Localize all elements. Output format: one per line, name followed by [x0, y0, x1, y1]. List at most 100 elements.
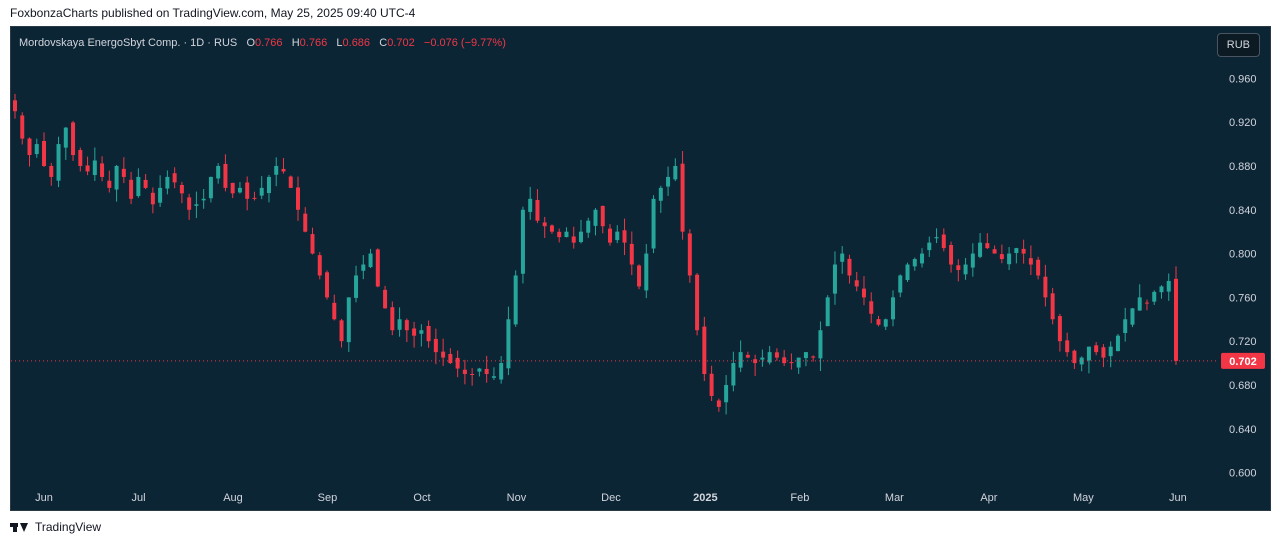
y-tick-label: 0.640 — [1229, 424, 1257, 436]
candle-body — [658, 187, 663, 201]
candle-body — [1072, 350, 1077, 364]
tradingview-logo[interactable]: TradingView — [10, 520, 101, 534]
candle-body — [303, 213, 308, 232]
candle-body — [745, 354, 750, 358]
last-price-label: 0.702 — [1229, 356, 1257, 368]
candle-body — [121, 168, 126, 177]
y-tick-label: 0.720 — [1229, 336, 1257, 348]
candle-body — [34, 144, 39, 155]
candle-body — [542, 222, 547, 227]
candle-body — [861, 288, 866, 298]
candle-body — [354, 275, 359, 298]
candle-body — [172, 173, 177, 183]
candle-body — [999, 254, 1004, 260]
candle-body — [20, 115, 25, 139]
x-tick-label: Nov — [507, 492, 527, 504]
currency-button[interactable]: RUB — [1216, 33, 1260, 57]
candle-body — [295, 187, 300, 210]
candle-body — [42, 140, 47, 166]
candle-body — [78, 150, 83, 166]
candle-body — [274, 165, 279, 175]
open-label: O — [246, 37, 255, 49]
candle-body — [600, 205, 605, 227]
candle-body — [985, 243, 990, 249]
candle-body — [143, 179, 148, 188]
candle-body — [136, 176, 141, 196]
candle-body — [782, 357, 787, 364]
candle-body — [1079, 357, 1084, 365]
candle-body — [934, 237, 939, 239]
candle-body — [666, 176, 671, 187]
candle-body — [687, 233, 692, 276]
candle-body — [912, 259, 917, 267]
candle-body — [71, 122, 76, 156]
candle-body — [673, 165, 678, 180]
candle-body — [716, 400, 721, 407]
candle-body — [760, 357, 765, 360]
y-tick-label: 0.800 — [1229, 249, 1257, 261]
candle-body — [1050, 293, 1055, 320]
candle-body — [252, 197, 257, 199]
candle-body — [854, 280, 859, 287]
candle-body — [731, 363, 736, 386]
candle-body — [593, 209, 598, 226]
candle-body — [179, 184, 184, 194]
candle-body — [1130, 308, 1135, 325]
candle-body — [1065, 340, 1070, 353]
candle-body — [1123, 319, 1128, 334]
candle-body — [789, 362, 794, 364]
candle-body — [825, 297, 830, 327]
candle-body — [1007, 253, 1012, 265]
candle-body — [187, 197, 192, 210]
candle-body — [992, 249, 997, 254]
y-tick-label: 0.840 — [1229, 205, 1257, 217]
candle-body — [1021, 248, 1026, 254]
high-value: 0.766 — [299, 37, 328, 49]
candle-body — [564, 231, 569, 238]
candle-body — [1108, 346, 1113, 357]
candle-body — [484, 368, 489, 375]
candle-body — [680, 163, 685, 232]
candle-body — [383, 289, 388, 309]
low-value: 0.686 — [342, 37, 371, 49]
candle-body — [956, 265, 961, 270]
candle-body — [876, 319, 881, 325]
candle-body — [470, 374, 475, 376]
open-value: 0.766 — [255, 37, 283, 49]
candle-body — [107, 180, 112, 188]
candle-body — [397, 319, 402, 330]
candle-body — [608, 228, 613, 243]
candle-body — [695, 274, 700, 331]
candle-body — [1166, 280, 1171, 292]
candle-body — [869, 301, 874, 314]
candle-body — [375, 249, 380, 287]
candle-body — [1043, 276, 1048, 298]
candle-body — [803, 352, 808, 359]
candle-body — [970, 253, 975, 268]
candle-body — [738, 352, 743, 368]
candle-body — [1086, 346, 1091, 361]
candle-body — [571, 236, 576, 243]
candle-body — [419, 330, 424, 334]
candle-body — [455, 357, 460, 369]
candle-body — [811, 356, 816, 358]
candle-body — [216, 165, 221, 179]
candle-body — [346, 297, 351, 343]
candle-body — [506, 319, 511, 369]
price-plot[interactable]: 0.960 0.920 0.880 0.840 0.800 0.760 0.720 0.680… — [11, 27, 1270, 510]
candle-body — [847, 258, 852, 276]
candle-body — [1152, 291, 1157, 302]
candle-body — [818, 330, 823, 359]
candle-body — [1094, 345, 1099, 353]
candle-body — [1115, 335, 1120, 352]
candle-body — [644, 253, 649, 291]
candle-body — [963, 264, 968, 275]
candle-body — [1159, 286, 1164, 293]
candle-body — [615, 231, 620, 241]
candle-body — [223, 163, 228, 188]
candle-body — [520, 209, 525, 274]
candle-body — [63, 127, 68, 148]
chart-panel[interactable]: Mordovskaya EnergoSbyt Comp. · 1D · RUS … — [10, 26, 1271, 511]
last-price-tag — [1221, 352, 1265, 369]
candle-body — [978, 242, 983, 257]
